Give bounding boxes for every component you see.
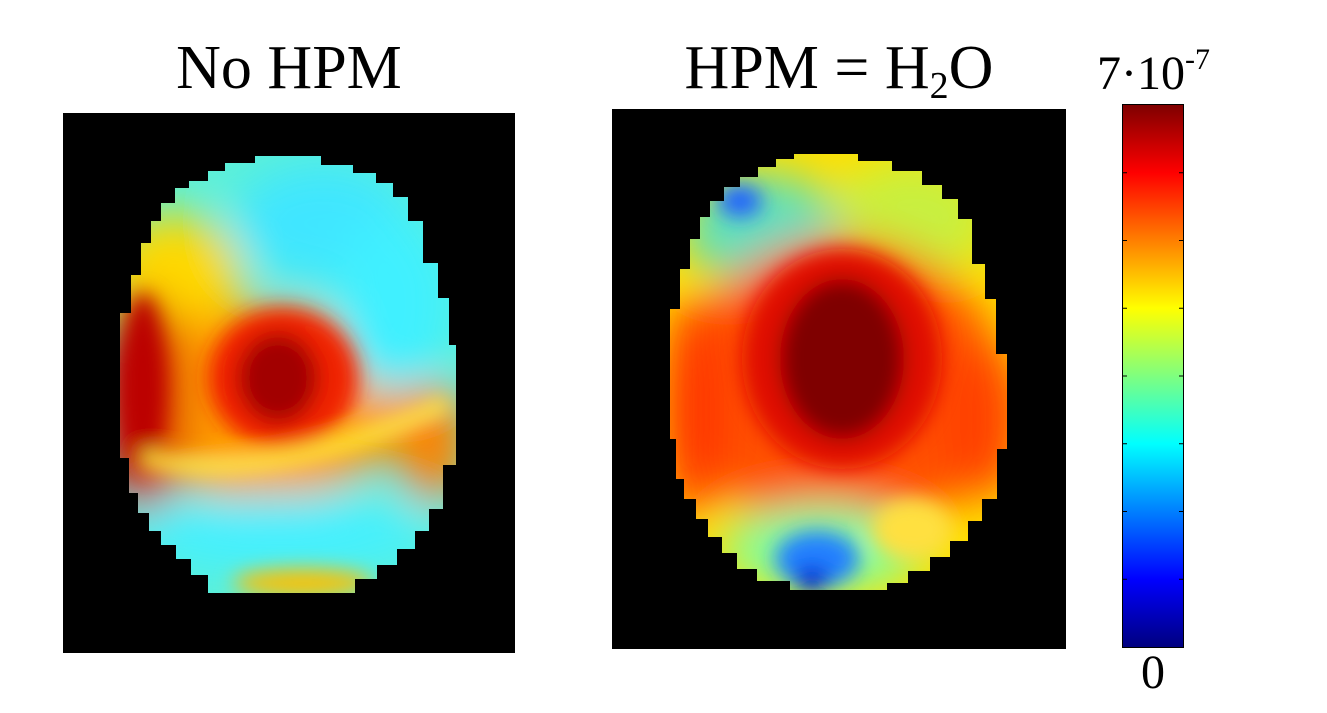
colorbar-max-base: 7·10 [1097,47,1185,100]
brain-map-hpm-h2o [670,154,1007,590]
heatmap-no-hpm [63,113,515,653]
heatmap-hpm-h2o-svg [670,154,1007,590]
chart-title-hpm-h2o: HPM = H2O [612,28,1066,108]
title-text: No HPM [176,34,402,102]
colorbar-svg [1123,105,1183,647]
colorbar-max-label: 7·10-7 [1097,43,1210,102]
colorbar-gradient [1123,105,1183,647]
title-subscript: 2 [929,65,949,107]
colorbar-min-label: 0 [1141,646,1165,699]
brain-map-no-hpm [120,156,456,593]
title-suffix: O [948,34,994,102]
heatmap-no-hpm-svg [120,156,456,593]
heatmap-hpm-h2o [612,109,1066,649]
chart-title-no-hpm: No HPM [63,28,515,108]
colorbar [1122,104,1184,648]
colorbar-max-exponent: -7 [1184,43,1210,76]
title-prefix: HPM = H [684,34,930,102]
colorbar-ticks [1123,172,1183,580]
